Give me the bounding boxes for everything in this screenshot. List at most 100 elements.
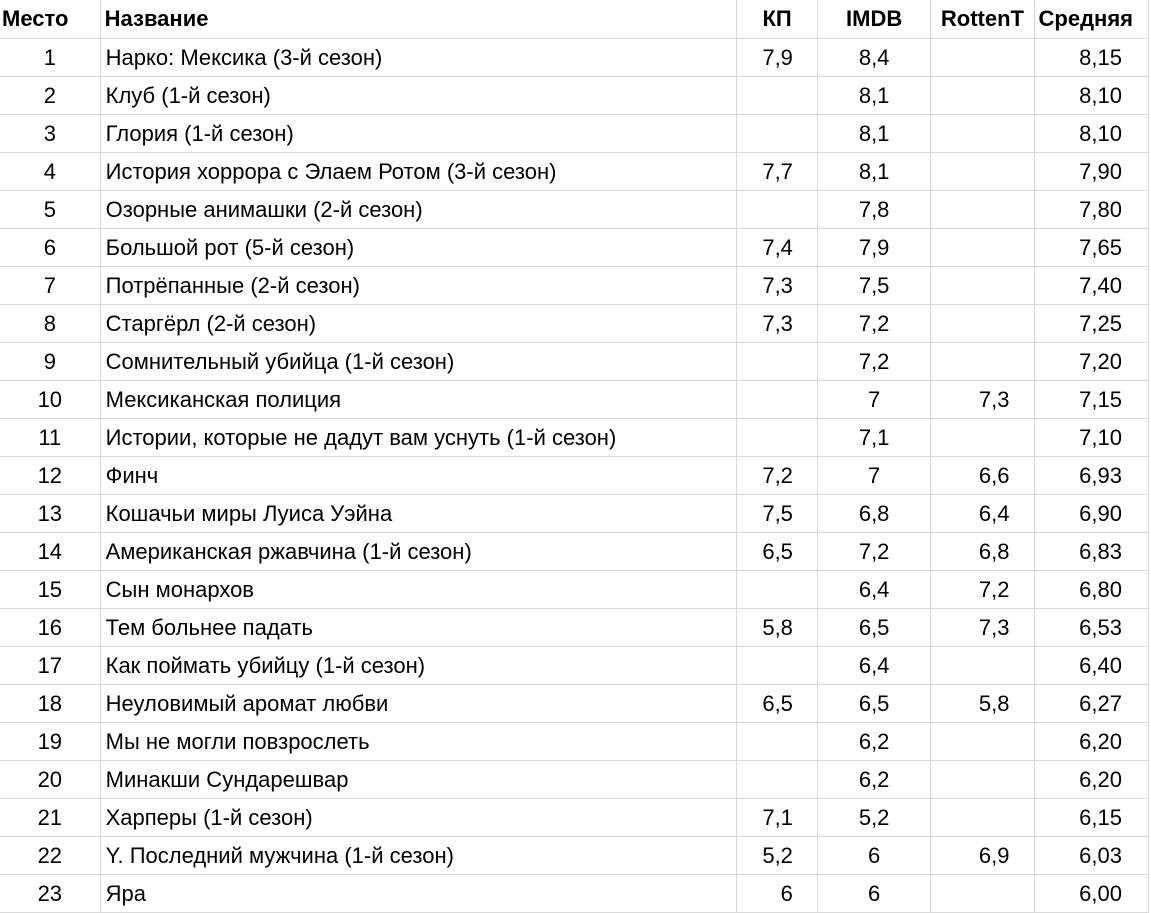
average-rating-cell[interactable]: 6,00	[1034, 874, 1150, 913]
title-cell[interactable]: Нарко: Мексика (3-й сезон)	[100, 38, 738, 77]
kp-rating-cell[interactable]: 7,5	[736, 494, 818, 533]
kp-rating-cell[interactable]: 7,2	[736, 456, 818, 495]
kp-rating-cell[interactable]: 7,1	[736, 798, 818, 837]
kp-rating-cell[interactable]	[736, 114, 818, 153]
rottentomatoes-rating-cell[interactable]	[930, 342, 1035, 381]
imdb-rating-cell[interactable]: 6,2	[817, 722, 932, 761]
title-cell[interactable]: Истории, которые не дадут вам уснуть (1-…	[100, 418, 738, 457]
average-rating-cell[interactable]: 6,90	[1034, 494, 1150, 533]
kp-rating-cell[interactable]	[736, 380, 818, 419]
rottentomatoes-rating-cell[interactable]	[930, 304, 1035, 343]
column-header-name[interactable]: Название	[100, 0, 738, 39]
column-header-imdb[interactable]: IMDB	[817, 0, 932, 39]
rottentomatoes-rating-cell[interactable]: 5,8	[930, 684, 1035, 723]
kp-rating-cell[interactable]	[736, 570, 818, 609]
average-rating-cell[interactable]: 6,20	[1034, 760, 1150, 799]
average-rating-cell[interactable]: 6,80	[1034, 570, 1150, 609]
kp-rating-cell[interactable]: 6,5	[736, 532, 818, 571]
title-cell[interactable]: Сын монархов	[100, 570, 738, 609]
rank-cell[interactable]: 13	[0, 494, 101, 533]
kp-rating-cell[interactable]: 6	[736, 874, 818, 913]
imdb-rating-cell[interactable]: 8,4	[817, 38, 932, 77]
rottentomatoes-rating-cell[interactable]: 7,3	[930, 380, 1035, 419]
kp-rating-cell[interactable]: 5,8	[736, 608, 818, 647]
kp-rating-cell[interactable]: 7,3	[736, 304, 818, 343]
imdb-rating-cell[interactable]: 7,1	[817, 418, 932, 457]
rottentomatoes-rating-cell[interactable]	[930, 190, 1035, 229]
rottentomatoes-rating-cell[interactable]: 7,3	[930, 608, 1035, 647]
rottentomatoes-rating-cell[interactable]: 6,8	[930, 532, 1035, 571]
rank-cell[interactable]: 11	[0, 418, 101, 457]
imdb-rating-cell[interactable]: 7	[817, 456, 932, 495]
kp-rating-cell[interactable]: 7,4	[736, 228, 818, 267]
title-cell[interactable]: Тем больнее падать	[100, 608, 738, 647]
average-rating-cell[interactable]: 7,20	[1034, 342, 1150, 381]
title-cell[interactable]: Минакши Сундарешвар	[100, 760, 738, 799]
rottentomatoes-rating-cell[interactable]: 6,9	[930, 836, 1035, 875]
average-rating-cell[interactable]: 8,10	[1034, 76, 1150, 115]
average-rating-cell[interactable]: 6,20	[1034, 722, 1150, 761]
rottentomatoes-rating-cell[interactable]	[930, 76, 1035, 115]
average-rating-cell[interactable]: 7,65	[1034, 228, 1150, 267]
title-cell[interactable]: История хоррора с Элаем Ротом (3-й сезон…	[100, 152, 738, 191]
rottentomatoes-rating-cell[interactable]	[930, 228, 1035, 267]
rank-cell[interactable]: 19	[0, 722, 101, 761]
kp-rating-cell[interactable]	[736, 342, 818, 381]
kp-rating-cell[interactable]: 7,3	[736, 266, 818, 305]
title-cell[interactable]: Американская ржавчина (1-й сезон)	[100, 532, 738, 571]
imdb-rating-cell[interactable]: 7,8	[817, 190, 932, 229]
rank-cell[interactable]: 18	[0, 684, 101, 723]
rottentomatoes-rating-cell[interactable]	[930, 646, 1035, 685]
imdb-rating-cell[interactable]: 7	[817, 380, 932, 419]
rottentomatoes-rating-cell[interactable]	[930, 874, 1035, 913]
title-cell[interactable]: Сомнительный убийца (1-й сезон)	[100, 342, 738, 381]
rottentomatoes-rating-cell[interactable]	[930, 38, 1035, 77]
average-rating-cell[interactable]: 7,40	[1034, 266, 1150, 305]
title-cell[interactable]: Харперы (1-й сезон)	[100, 798, 738, 837]
kp-rating-cell[interactable]: 7,9	[736, 38, 818, 77]
title-cell[interactable]: Финч	[100, 456, 738, 495]
kp-rating-cell[interactable]	[736, 760, 818, 799]
rottentomatoes-rating-cell[interactable]	[930, 722, 1035, 761]
average-rating-cell[interactable]: 7,15	[1034, 380, 1150, 419]
imdb-rating-cell[interactable]: 5,2	[817, 798, 932, 837]
imdb-rating-cell[interactable]: 6,8	[817, 494, 932, 533]
rank-cell[interactable]: 6	[0, 228, 101, 267]
column-header-rank[interactable]: Место	[0, 0, 101, 39]
kp-rating-cell[interactable]: 6,5	[736, 684, 818, 723]
column-header-rottentomatoes[interactable]: RottenT	[930, 0, 1035, 39]
rank-cell[interactable]: 14	[0, 532, 101, 571]
imdb-rating-cell[interactable]: 6,5	[817, 684, 932, 723]
imdb-rating-cell[interactable]: 6,4	[817, 646, 932, 685]
rank-cell[interactable]: 2	[0, 76, 101, 115]
average-rating-cell[interactable]: 8,15	[1034, 38, 1150, 77]
kp-rating-cell[interactable]	[736, 76, 818, 115]
average-rating-cell[interactable]: 7,90	[1034, 152, 1150, 191]
rottentomatoes-rating-cell[interactable]	[930, 418, 1035, 457]
title-cell[interactable]: Яра	[100, 874, 738, 913]
average-rating-cell[interactable]: 6,83	[1034, 532, 1150, 571]
title-cell[interactable]: Мы не могли повзрослеть	[100, 722, 738, 761]
rank-cell[interactable]: 4	[0, 152, 101, 191]
average-rating-cell[interactable]: 6,53	[1034, 608, 1150, 647]
kp-rating-cell[interactable]	[736, 418, 818, 457]
title-cell[interactable]: Потрёпанные (2-й сезон)	[100, 266, 738, 305]
imdb-rating-cell[interactable]: 6,4	[817, 570, 932, 609]
rottentomatoes-rating-cell[interactable]	[930, 152, 1035, 191]
rottentomatoes-rating-cell[interactable]: 6,4	[930, 494, 1035, 533]
rank-cell[interactable]: 5	[0, 190, 101, 229]
title-cell[interactable]: Неуловимый аромат любви	[100, 684, 738, 723]
average-rating-cell[interactable]: 7,80	[1034, 190, 1150, 229]
title-cell[interactable]: Клуб (1-й сезон)	[100, 76, 738, 115]
kp-rating-cell[interactable]	[736, 722, 818, 761]
average-rating-cell[interactable]: 6,03	[1034, 836, 1150, 875]
title-cell[interactable]: Кошачьи миры Луиса Уэйна	[100, 494, 738, 533]
rank-cell[interactable]: 23	[0, 874, 101, 913]
average-rating-cell[interactable]: 6,93	[1034, 456, 1150, 495]
rank-cell[interactable]: 21	[0, 798, 101, 837]
title-cell[interactable]: Озорные анимашки (2-й сезон)	[100, 190, 738, 229]
imdb-rating-cell[interactable]: 6,5	[817, 608, 932, 647]
rottentomatoes-rating-cell[interactable]	[930, 760, 1035, 799]
average-rating-cell[interactable]: 6,15	[1034, 798, 1150, 837]
rank-cell[interactable]: 8	[0, 304, 101, 343]
